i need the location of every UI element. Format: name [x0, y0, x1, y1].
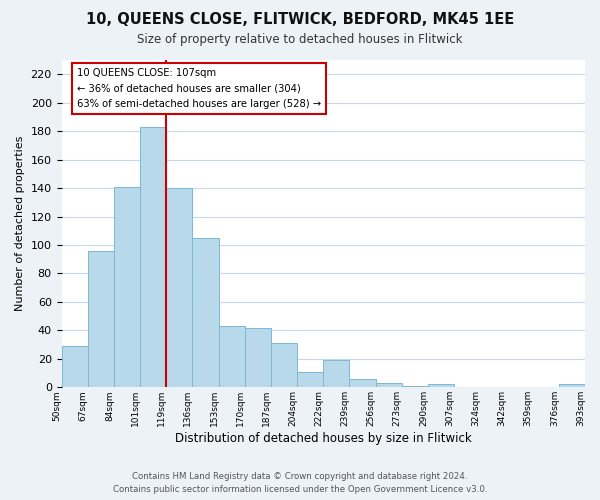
Text: Size of property relative to detached houses in Flitwick: Size of property relative to detached ho…	[137, 32, 463, 46]
Bar	[140, 127, 166, 388]
Bar	[402, 386, 428, 388]
Bar	[218, 326, 245, 388]
Bar	[559, 384, 585, 388]
Bar	[166, 188, 193, 388]
Bar	[62, 346, 88, 388]
Bar	[323, 360, 349, 388]
Bar	[88, 250, 114, 388]
Text: 10, QUEENS CLOSE, FLITWICK, BEDFORD, MK45 1EE: 10, QUEENS CLOSE, FLITWICK, BEDFORD, MK4…	[86, 12, 514, 28]
Bar	[114, 186, 140, 388]
Text: 10 QUEENS CLOSE: 107sqm
← 36% of detached houses are smaller (304)
63% of semi-d: 10 QUEENS CLOSE: 107sqm ← 36% of detache…	[77, 68, 322, 110]
Bar	[193, 238, 218, 388]
Bar	[376, 383, 402, 388]
Bar	[271, 343, 297, 388]
Bar	[297, 372, 323, 388]
Bar	[245, 328, 271, 388]
X-axis label: Distribution of detached houses by size in Flitwick: Distribution of detached houses by size …	[175, 432, 472, 445]
Y-axis label: Number of detached properties: Number of detached properties	[15, 136, 25, 312]
Bar	[428, 384, 454, 388]
Bar	[349, 379, 376, 388]
Text: Contains HM Land Registry data © Crown copyright and database right 2024.
Contai: Contains HM Land Registry data © Crown c…	[113, 472, 487, 494]
